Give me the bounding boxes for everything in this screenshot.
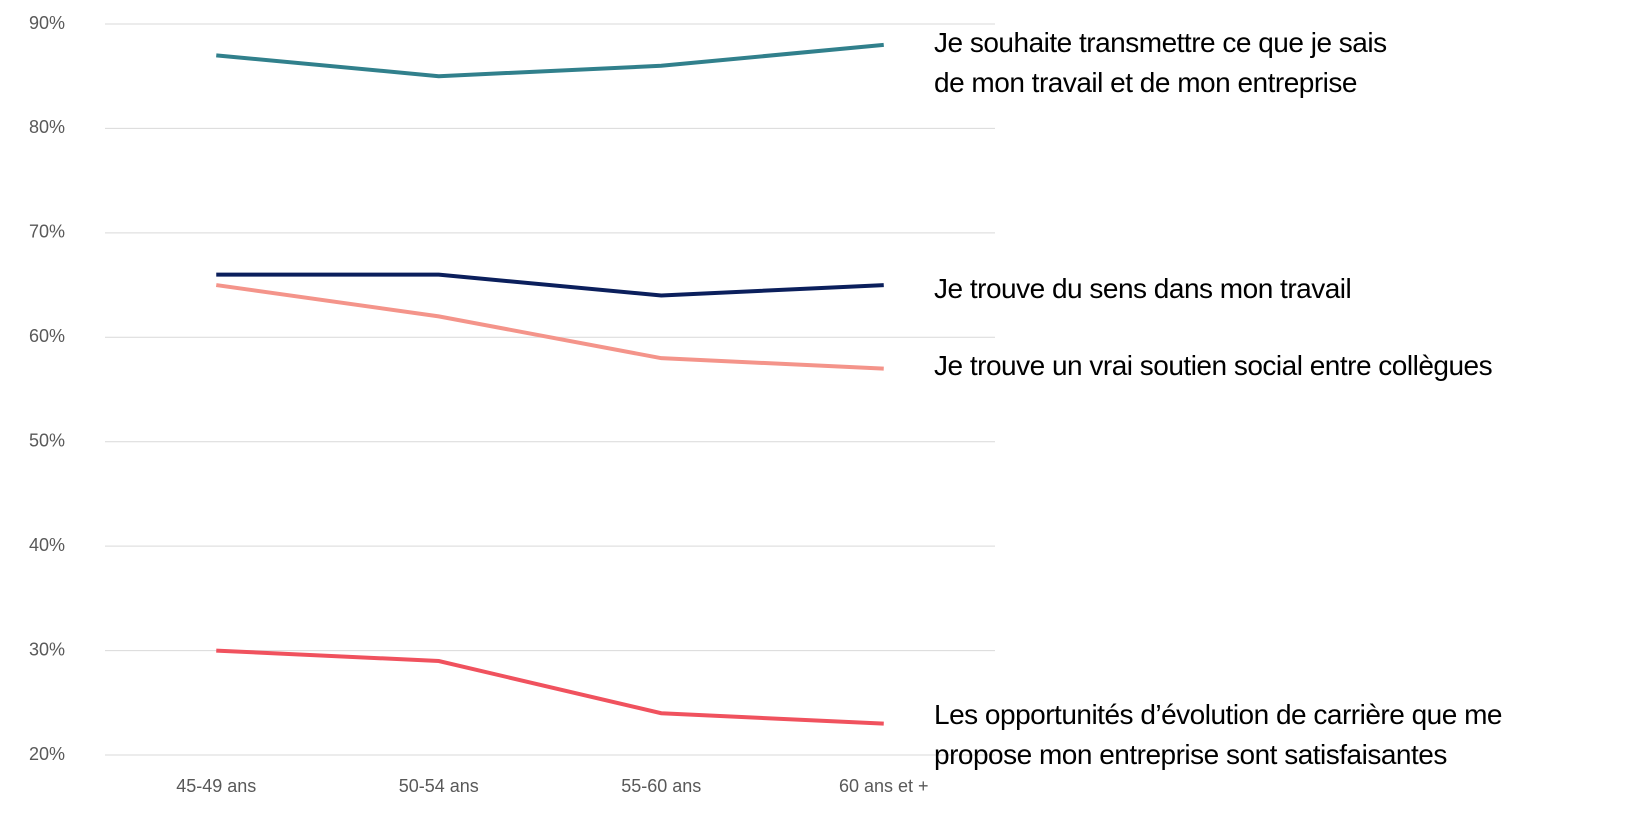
series-line	[216, 272, 884, 298]
series-label: Je souhaite transmettre ce que je sais d…	[934, 26, 1387, 98]
y-tick-label: 80%	[29, 117, 65, 137]
x-tick-label: 60 ans et +	[839, 776, 929, 796]
series-label: Les opportunités d’évolution de carrière…	[934, 698, 1502, 770]
x-tick-label: 50-54 ans	[399, 776, 479, 796]
series-label: Je trouve un vrai soutien social entre c…	[934, 349, 1493, 381]
y-tick-label: 70%	[29, 222, 65, 242]
y-tick-label: 30%	[29, 639, 65, 659]
x-tick-label: 45-49 ans	[176, 776, 256, 796]
series-line	[216, 648, 884, 726]
y-tick-label: 60%	[29, 326, 65, 346]
series-label: Je trouve du sens dans mon travail	[934, 273, 1352, 305]
y-tick-label: 50%	[29, 430, 65, 450]
series-line	[216, 42, 884, 79]
series-line	[215, 283, 884, 371]
y-tick-label: 20%	[29, 744, 65, 764]
y-tick-label: 40%	[29, 535, 65, 555]
y-tick-label: 90%	[29, 13, 65, 33]
x-tick-label: 55-60 ans	[621, 776, 701, 796]
